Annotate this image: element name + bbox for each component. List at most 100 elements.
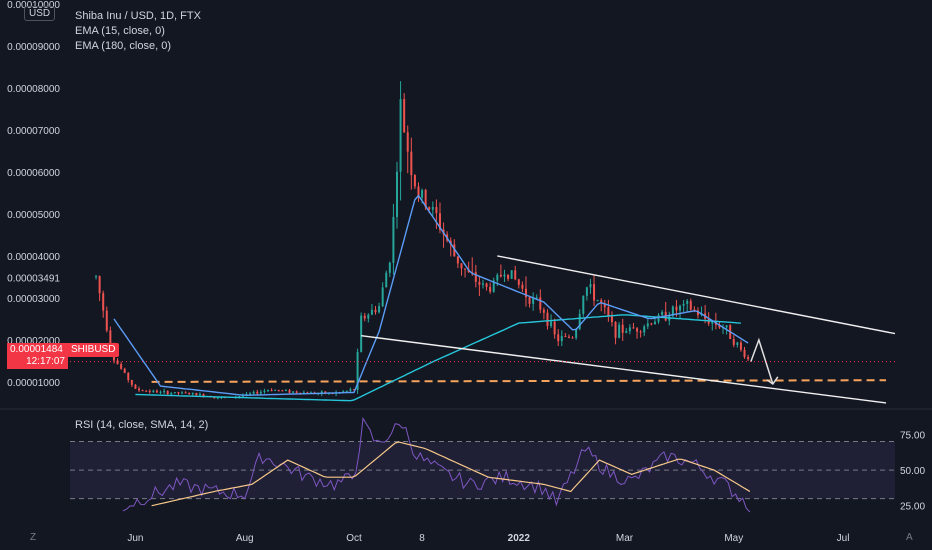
candle	[718, 324, 721, 328]
candle	[747, 357, 750, 360]
candle	[550, 321, 553, 326]
symbol-title[interactable]: Shiba Inu / USD, 1D, FTX	[75, 10, 201, 22]
candle	[363, 315, 366, 319]
rsi-tick-label: 75.00	[900, 430, 925, 441]
candle	[270, 390, 273, 392]
candle	[413, 175, 416, 187]
candle	[567, 336, 570, 338]
candle	[632, 327, 635, 329]
y-tick-label: 0.00005000	[7, 210, 60, 221]
candle	[492, 280, 495, 292]
lower-trendline	[361, 335, 887, 404]
candle	[739, 342, 742, 350]
candle	[431, 207, 434, 210]
candle	[653, 321, 656, 325]
candle	[682, 303, 685, 306]
candle	[636, 328, 639, 332]
candle	[406, 132, 409, 152]
candle	[216, 397, 219, 399]
ema15-legend[interactable]: EMA (15, close, 0)	[75, 25, 165, 37]
candle	[288, 390, 291, 393]
candle	[657, 315, 660, 322]
candle	[621, 324, 624, 333]
candle	[109, 330, 112, 346]
candle	[553, 321, 556, 335]
x-tick-label: Oct	[346, 533, 362, 544]
candle	[489, 286, 492, 292]
upper-trendline	[497, 255, 896, 335]
ema15-line	[113, 194, 749, 397]
candle	[661, 311, 664, 316]
x-tick-label: Jul	[837, 533, 850, 544]
candle	[138, 388, 141, 391]
candle	[671, 306, 674, 316]
candle	[528, 297, 531, 304]
candle	[417, 186, 420, 198]
candle	[481, 283, 484, 285]
candle	[213, 397, 216, 399]
candle	[589, 284, 592, 288]
candle	[281, 390, 284, 392]
candle	[259, 391, 262, 394]
candle	[342, 391, 345, 393]
candle	[256, 391, 259, 394]
y-tick-label: 0.00007000	[7, 126, 60, 137]
rsi-band	[70, 441, 895, 499]
candle	[514, 270, 517, 280]
candle	[141, 390, 144, 392]
candle	[148, 390, 151, 392]
candle	[295, 391, 298, 393]
candle	[546, 312, 549, 326]
candle	[571, 337, 574, 339]
candle	[464, 268, 467, 270]
candle	[385, 272, 388, 288]
candle	[352, 389, 355, 391]
candle	[499, 274, 502, 277]
candle	[159, 391, 162, 393]
candle	[600, 300, 603, 304]
candle	[503, 274, 506, 277]
currency-badge[interactable]: USD	[24, 6, 56, 21]
candle	[356, 351, 359, 390]
candle	[177, 392, 180, 394]
candle	[607, 307, 610, 316]
candle	[424, 190, 427, 208]
timezone-icon[interactable]: Z	[30, 532, 37, 543]
y-tick-label: 0.00009000	[7, 42, 60, 53]
y-tick-label: 0.00001000	[7, 378, 60, 389]
candle	[134, 384, 137, 389]
ema180-legend[interactable]: EMA (180, close, 0)	[75, 40, 171, 52]
y-tick-label: 0.00004000	[7, 252, 60, 263]
rsi-tick-label: 25.00	[900, 502, 925, 513]
candle	[596, 300, 599, 302]
candle	[130, 379, 133, 385]
candle	[188, 393, 191, 395]
candle	[521, 284, 524, 289]
rsi-legend[interactable]: RSI (14, close, SMA, 14, 2)	[75, 419, 209, 431]
candle	[403, 99, 406, 133]
candle	[163, 391, 166, 393]
candle	[610, 315, 613, 323]
projection-arrow	[750, 337, 774, 385]
y-tick-label: 0.00006000	[7, 168, 60, 179]
candle	[238, 396, 241, 398]
candle	[181, 392, 184, 394]
candle	[392, 216, 395, 263]
candle	[421, 190, 424, 198]
candle	[675, 306, 678, 311]
candle	[614, 322, 617, 338]
candle	[628, 327, 631, 332]
candle	[507, 274, 510, 279]
candle	[292, 391, 295, 393]
candle	[725, 325, 728, 328]
candle	[306, 392, 309, 394]
candle	[166, 391, 169, 395]
candle	[485, 283, 488, 287]
candle	[650, 323, 653, 325]
rsi-line	[122, 416, 751, 513]
candles	[95, 81, 750, 400]
auto-scale-toggle[interactable]: A	[906, 532, 913, 543]
x-tick-label: Jun	[127, 533, 143, 544]
y-tick-label: 0.00003491	[7, 273, 60, 284]
